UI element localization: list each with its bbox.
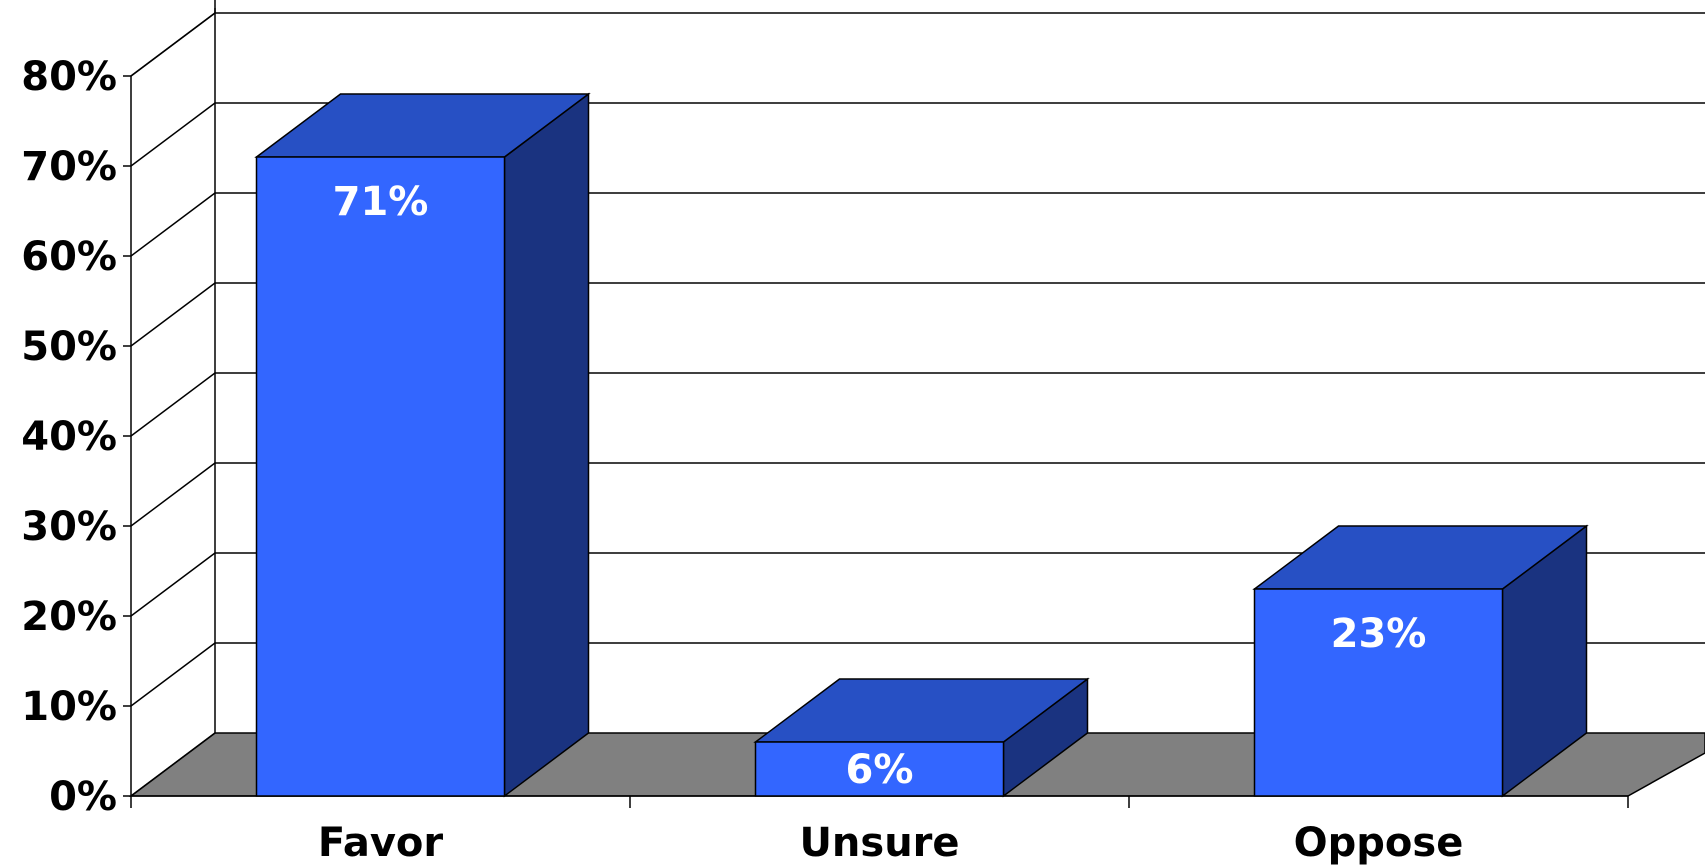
gridline-diagonal	[130, 642, 216, 707]
wall-top-diagonal	[130, 12, 216, 77]
data-label: 6%	[846, 747, 914, 793]
gridline-diagonal	[130, 102, 216, 167]
gridline-diagonal	[130, 462, 216, 527]
y-tick-label: 30%	[21, 504, 117, 550]
y-tick-label: 80%	[21, 54, 117, 100]
gridline-diagonal	[130, 372, 216, 437]
bars	[254, 92, 1589, 798]
y-tick-label: 0%	[49, 774, 117, 820]
bar-side-face	[503, 92, 590, 798]
bar-front-face	[1253, 588, 1504, 797]
gridline-diagonal	[130, 732, 216, 797]
bar-front-face	[754, 741, 1005, 797]
bar-front-face	[255, 156, 506, 797]
gridline-diagonal	[130, 282, 216, 347]
y-tick-label: 10%	[21, 684, 117, 730]
labels: 0% 10% 20% 30% 40% 50% 60% 70% 80% 71% Favor 6% Unsu…	[21, 54, 1463, 866]
x-category-label: Oppose	[1294, 820, 1464, 866]
y-tick-label: 50%	[21, 324, 117, 370]
y-tick-label: 20%	[21, 594, 117, 640]
y-tick-label: 60%	[21, 234, 117, 280]
gridline-diagonal	[130, 192, 216, 257]
x-category-label: Favor	[318, 820, 444, 866]
y-tick-label: 70%	[21, 144, 117, 190]
bar-oppose	[1252, 524, 1589, 798]
data-label: 71%	[333, 179, 429, 225]
y-tick-label: 40%	[21, 414, 117, 460]
x-category-label: Unsure	[799, 820, 959, 866]
bar-favor	[254, 92, 591, 798]
gridline-diagonal	[130, 552, 216, 617]
bar-unsure	[753, 677, 1090, 798]
data-label: 23%	[1331, 611, 1427, 657]
